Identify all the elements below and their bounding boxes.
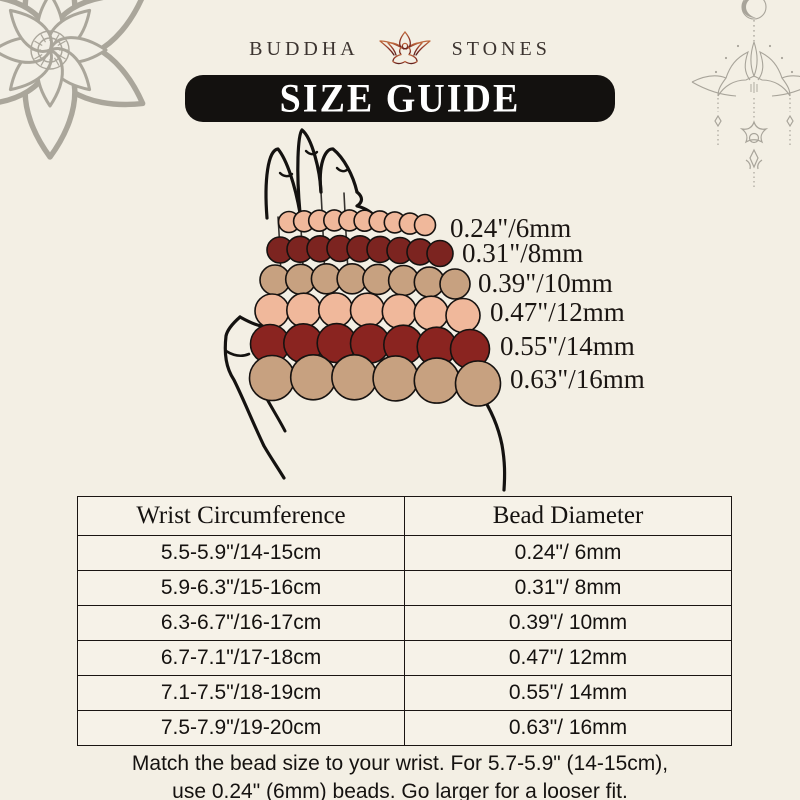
svg-text:0.31"/8mm: 0.31"/8mm — [462, 238, 583, 268]
svg-text:0.55"/14mm: 0.55"/14mm — [500, 331, 635, 361]
svg-text:0.39"/10mm: 0.39"/10mm — [478, 268, 613, 298]
svg-text:0.63"/16mm: 0.63"/16mm — [510, 364, 645, 394]
svg-text:0.47"/12mm: 0.47"/12mm — [490, 297, 625, 327]
